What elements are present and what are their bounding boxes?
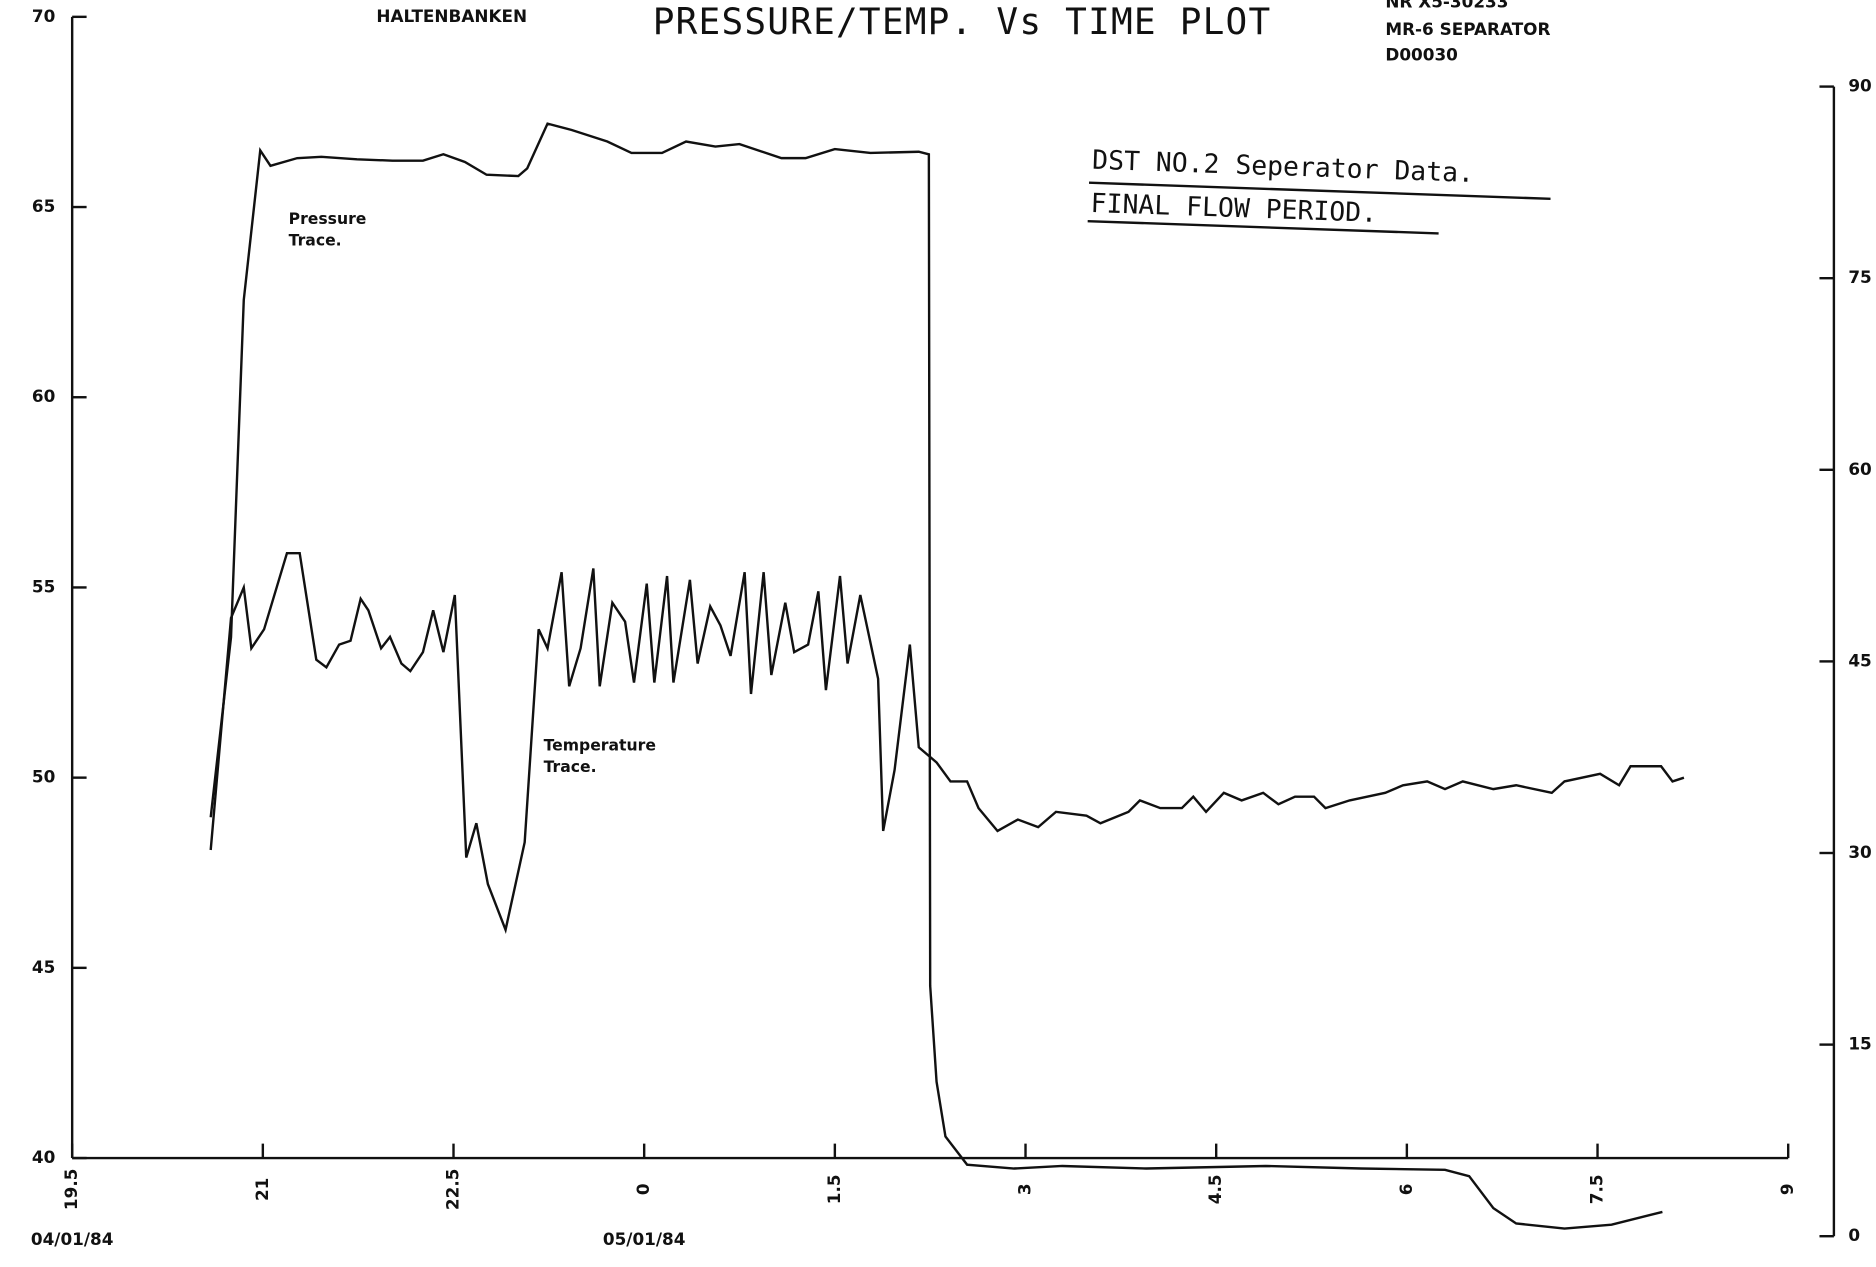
y2-tick-label: 30 (1848, 842, 1871, 862)
y-tick-label: 45 (32, 957, 55, 977)
series-label: Temperature Trace. (544, 735, 656, 776)
y2-tick-label: 45 (1848, 650, 1871, 670)
y-tick-label: 60 (32, 386, 55, 406)
annotation: DST NO.2 Seperator Data. (1092, 145, 1475, 189)
y2-tick-label: 0 (1848, 1225, 1860, 1245)
well-line: MR-6 SEPARATOR (1385, 19, 1550, 39)
y2-tick-label: 75 (1848, 267, 1871, 287)
x-tick-label: 7.5 (1587, 1174, 1607, 1204)
date-label: 04/01/84 (31, 1229, 114, 1249)
x-tick-label: 9 (1777, 1183, 1797, 1195)
y2-tick-label: 60 (1848, 459, 1871, 479)
x-tick-label: 19.5 (61, 1169, 81, 1211)
x-tick-label: 21 (252, 1178, 272, 1201)
y2-tick-label: 15 (1848, 1034, 1871, 1054)
chart-title: PRESSURE/TEMP. Vs TIME PLOT (653, 1, 1272, 43)
y2-tick-label: 90 (1848, 76, 1871, 96)
location: HALTENBANKEN (376, 6, 527, 26)
x-tick-label: 6 (1396, 1183, 1416, 1195)
data-line (209, 122, 1663, 1230)
x-tick-label: 0 (633, 1183, 653, 1195)
series-label: Pressure Trace. (289, 208, 367, 249)
x-tick-label: 4.5 (1205, 1174, 1225, 1204)
y-tick-label: 65 (32, 196, 55, 216)
data-line (209, 551, 1685, 934)
well-line: D00030 (1385, 44, 1458, 64)
well-line: NR X5-30233 (1385, 0, 1508, 11)
y-tick-label: 50 (32, 767, 55, 787)
date-label: 05/01/84 (603, 1229, 686, 1249)
underline (1087, 219, 1439, 235)
y-tick-label: 55 (32, 576, 55, 596)
underline (1088, 181, 1551, 201)
x-tick-label: 22.5 (443, 1169, 463, 1211)
note-box: DST NO.2 Seperator Data. FINAL FLOW PERI… (1087, 145, 1551, 235)
y-tick-label: 70 (32, 6, 55, 26)
y-tick-label: 40 (32, 1147, 55, 1167)
x-tick-label: 3 (1015, 1183, 1035, 1195)
x-tick-label: 1.5 (824, 1174, 844, 1204)
